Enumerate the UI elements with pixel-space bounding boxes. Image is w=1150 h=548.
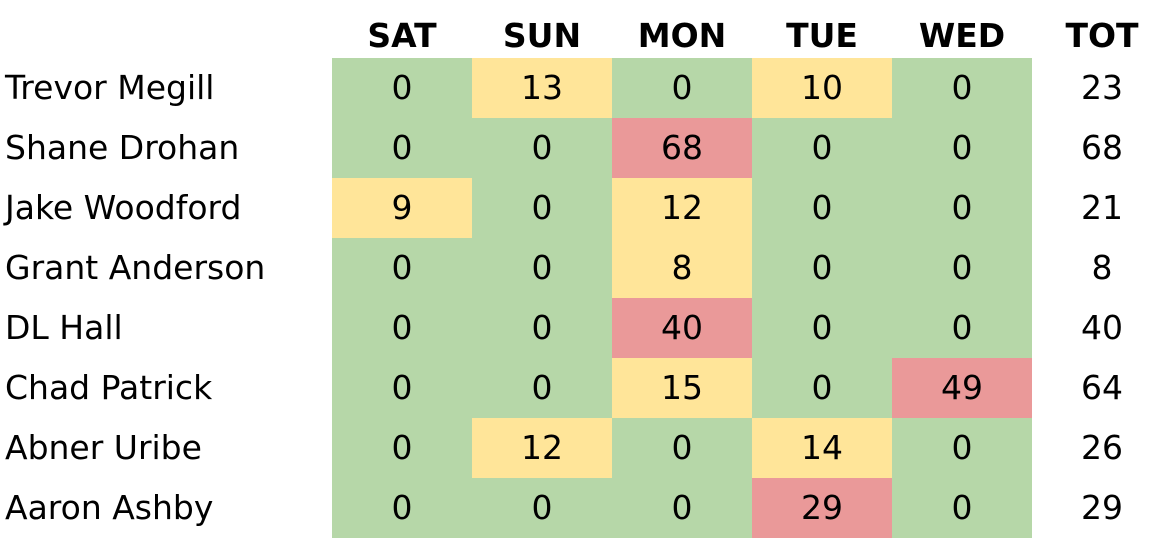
table-cell: 0: [892, 238, 1032, 298]
table-cell: 29: [752, 478, 892, 538]
table-cell: 21: [1081, 188, 1123, 227]
table-cell: 0: [472, 118, 612, 178]
table-cell: 29: [1081, 488, 1123, 527]
table-cell: 0: [892, 118, 1032, 178]
table-cell: 0: [332, 298, 472, 358]
table-cell: 0: [892, 178, 1032, 238]
table-cell: 68: [612, 118, 752, 178]
table-cell: 8: [612, 238, 752, 298]
table-cell: 0: [612, 478, 752, 538]
table-cell: 0: [892, 298, 1032, 358]
table-cell: 0: [332, 58, 472, 118]
table-cell: 0: [472, 238, 612, 298]
table-cell: 14: [752, 418, 892, 478]
table-cell: 64: [1081, 368, 1123, 407]
column-header: TUE: [786, 16, 858, 55]
table-cell: 12: [612, 178, 752, 238]
table-cell: 0: [332, 118, 472, 178]
table-cell: 0: [892, 58, 1032, 118]
table-cell: 0: [472, 358, 612, 418]
column-header: SUN: [502, 16, 582, 55]
table-cell: 23: [1081, 68, 1123, 107]
table-cell: 0: [332, 418, 472, 478]
column-header: WED: [918, 16, 1006, 55]
row-label: Shane Drohan: [5, 128, 240, 167]
table-cell: 49: [892, 358, 1032, 418]
table-cell: 12: [472, 418, 612, 478]
table-cell: 0: [752, 118, 892, 178]
row-label: Abner Uribe: [5, 428, 202, 467]
table-cell: 0: [752, 358, 892, 418]
column-header: SAT: [367, 16, 437, 55]
table-cell: 26: [1081, 428, 1123, 467]
table-cell: 15: [612, 358, 752, 418]
table-cell: 0: [892, 418, 1032, 478]
row-label: DL Hall: [5, 308, 123, 347]
table-cell: 0: [472, 298, 612, 358]
column-header: MON: [637, 16, 727, 55]
row-label: Chad Patrick: [5, 368, 213, 407]
column-header: TOT: [1065, 16, 1139, 55]
table-cell: 9: [332, 178, 472, 238]
row-label: Trevor Megill: [5, 68, 215, 107]
table-cell: 0: [752, 298, 892, 358]
table-cell: 0: [472, 478, 612, 538]
table-cell: 40: [1081, 308, 1123, 347]
table-cell: 0: [332, 238, 472, 298]
table-cell: 0: [612, 58, 752, 118]
row-label: Aaron Ashby: [5, 488, 214, 527]
table-cell: 8: [1091, 248, 1113, 287]
table-cell: 40: [612, 298, 752, 358]
table-cell: 0: [332, 358, 472, 418]
table-cell: 0: [612, 418, 752, 478]
row-label: Jake Woodford: [5, 188, 242, 227]
table-cell: 0: [892, 478, 1032, 538]
table-cell: 68: [1081, 128, 1123, 167]
table-cell: 0: [332, 478, 472, 538]
table-cell: 13: [472, 58, 612, 118]
table-cell: 10: [752, 58, 892, 118]
table-cell: 0: [752, 178, 892, 238]
table-cell: 0: [752, 238, 892, 298]
table-cell: 0: [472, 178, 612, 238]
row-label: Grant Anderson: [5, 248, 266, 287]
